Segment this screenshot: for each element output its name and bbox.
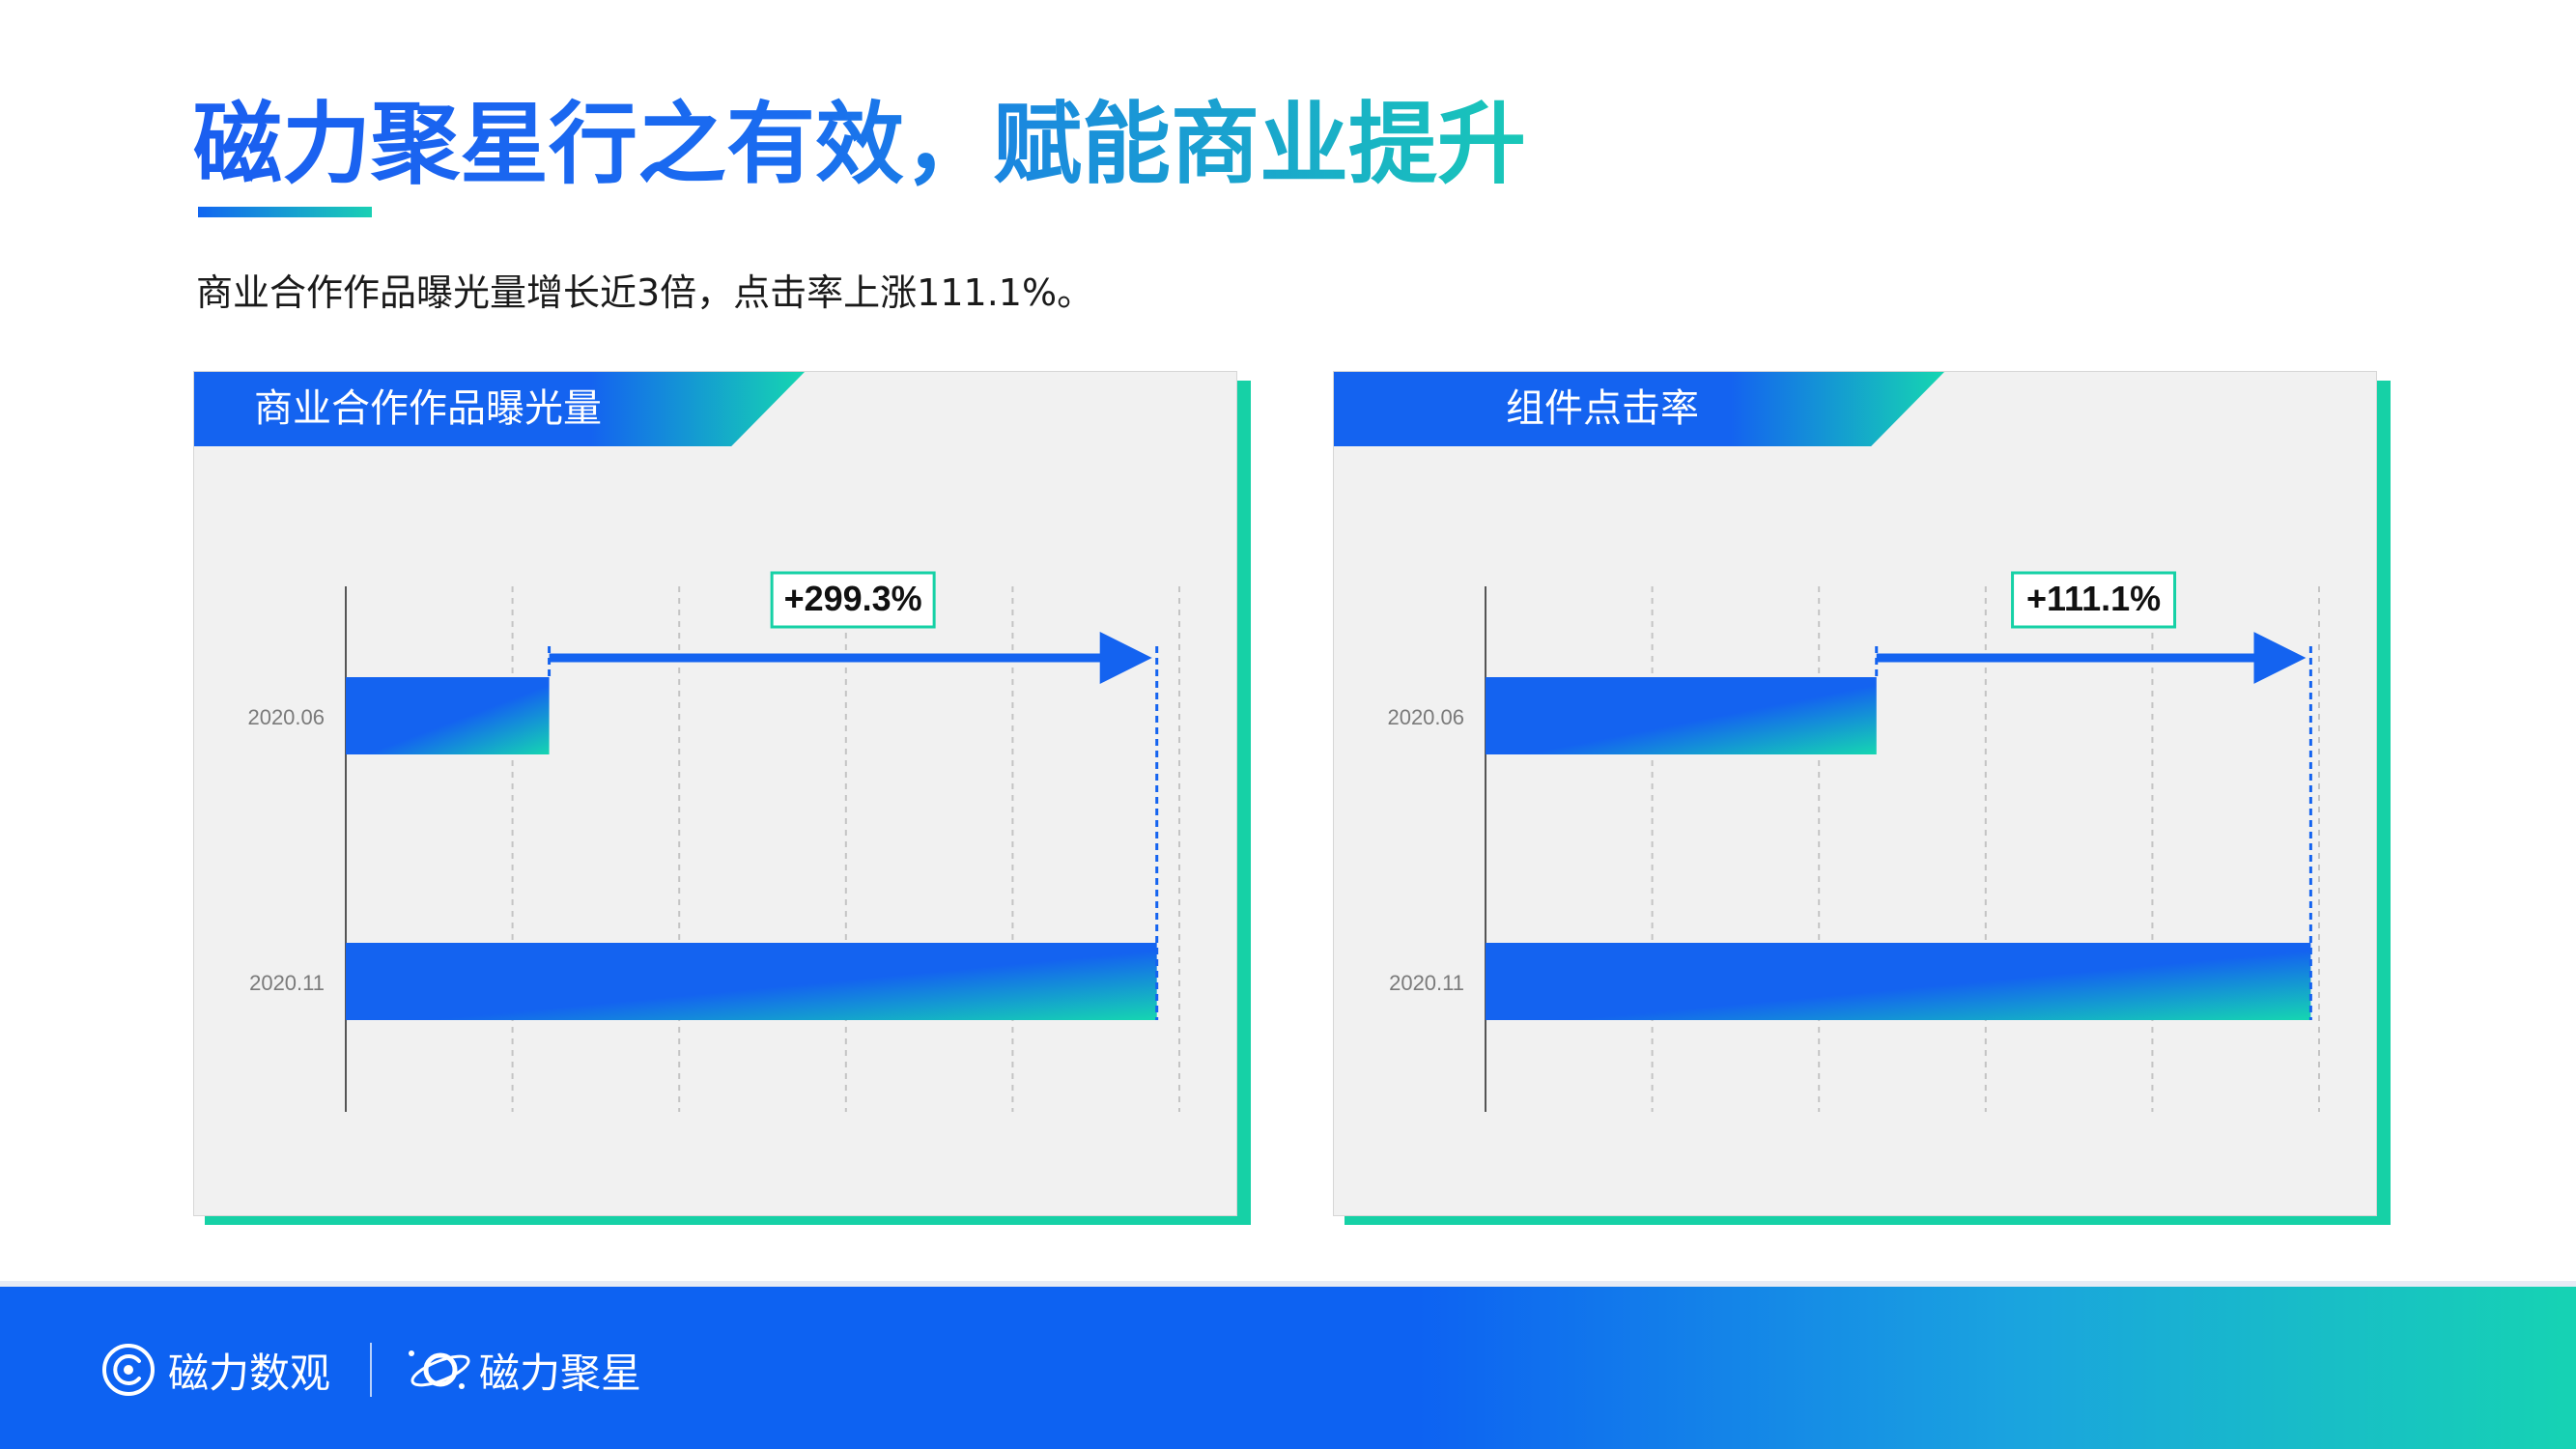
growth-annotation: +299.3%	[784, 579, 922, 618]
bar	[1486, 677, 1877, 754]
planet-ring-icon	[409, 1350, 470, 1389]
ctr-bar-chart: 2020.06 2020.11 +111.1%	[1387, 571, 2320, 1112]
annotation-box	[2011, 571, 2177, 629]
chart-header-exposure: 商业合作作品曝光量	[194, 372, 805, 446]
brand-name: 磁力数观	[168, 1349, 331, 1397]
exposure-bar-chart: 2020.06 2020.11 +299.3%	[247, 571, 1180, 1112]
brand-name: 磁力聚星	[479, 1349, 642, 1397]
chart-title: 组件点击率	[1506, 386, 1699, 431]
category-label: 2020.06	[247, 705, 325, 729]
chart-card-exposure: 商业合作作品曝光量 2020.06 2020.11 +299.3%	[193, 371, 1237, 1216]
chart-card-ctr: 组件点击率 2020.06 2020.11 +111.1%	[1333, 371, 2377, 1216]
category-label: 2020.11	[249, 971, 325, 995]
title-underline	[198, 207, 372, 217]
concentric-circles-icon	[102, 1344, 155, 1396]
brand-cili-shuguan: 磁力数观	[100, 1341, 330, 1399]
page-subtitle: 商业合作作品曝光量增长近3倍，点击率上涨111.1%。	[196, 271, 1094, 314]
page-title: 磁力聚星行之有效，赋能商业提升	[193, 87, 1526, 203]
brand-divider	[370, 1343, 372, 1397]
chart-title: 商业合作作品曝光量	[254, 386, 602, 431]
bar	[1486, 943, 2311, 1020]
chart-header-ctr: 组件点击率	[1334, 372, 1944, 446]
brand-cili-juxing: 磁力聚星	[406, 1341, 641, 1399]
footer-bar	[0, 1287, 2576, 1449]
bar	[346, 943, 1157, 1020]
annotation-box	[770, 571, 936, 629]
bar	[346, 677, 550, 754]
growth-annotation: +111.1%	[2026, 579, 2161, 618]
category-label: 2020.06	[1387, 705, 1464, 729]
category-label: 2020.11	[1389, 971, 1464, 995]
footer-separator	[0, 1281, 2576, 1287]
